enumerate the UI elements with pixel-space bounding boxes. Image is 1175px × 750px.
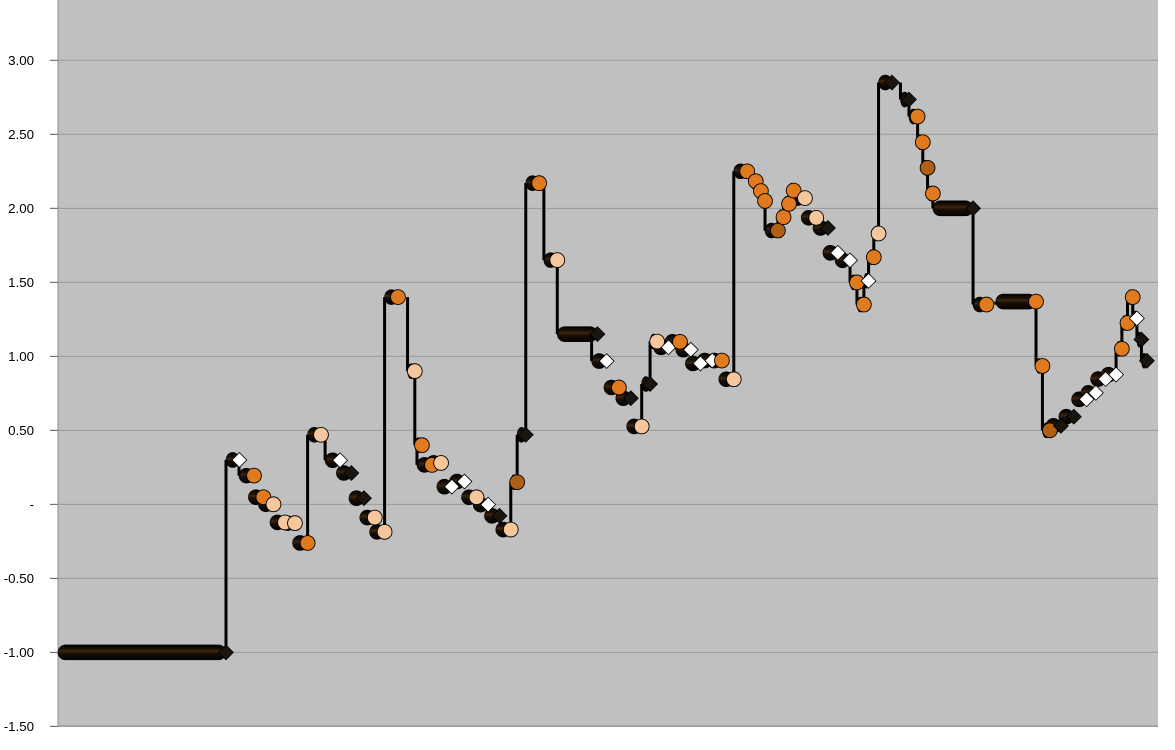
svg-text:2.50: 2.50 — [8, 127, 34, 142]
svg-text:-1.50: -1.50 — [4, 719, 34, 734]
svg-text:-0.50: -0.50 — [4, 571, 34, 586]
svg-text:2.00: 2.00 — [8, 201, 34, 216]
svg-text:1.00: 1.00 — [8, 349, 34, 364]
svg-text:0.50: 0.50 — [8, 423, 34, 438]
svg-text:1.50: 1.50 — [8, 275, 34, 290]
svg-text:-1.00: -1.00 — [4, 645, 34, 660]
svg-text:3.00: 3.00 — [8, 53, 34, 68]
svg-text:-: - — [30, 497, 34, 512]
